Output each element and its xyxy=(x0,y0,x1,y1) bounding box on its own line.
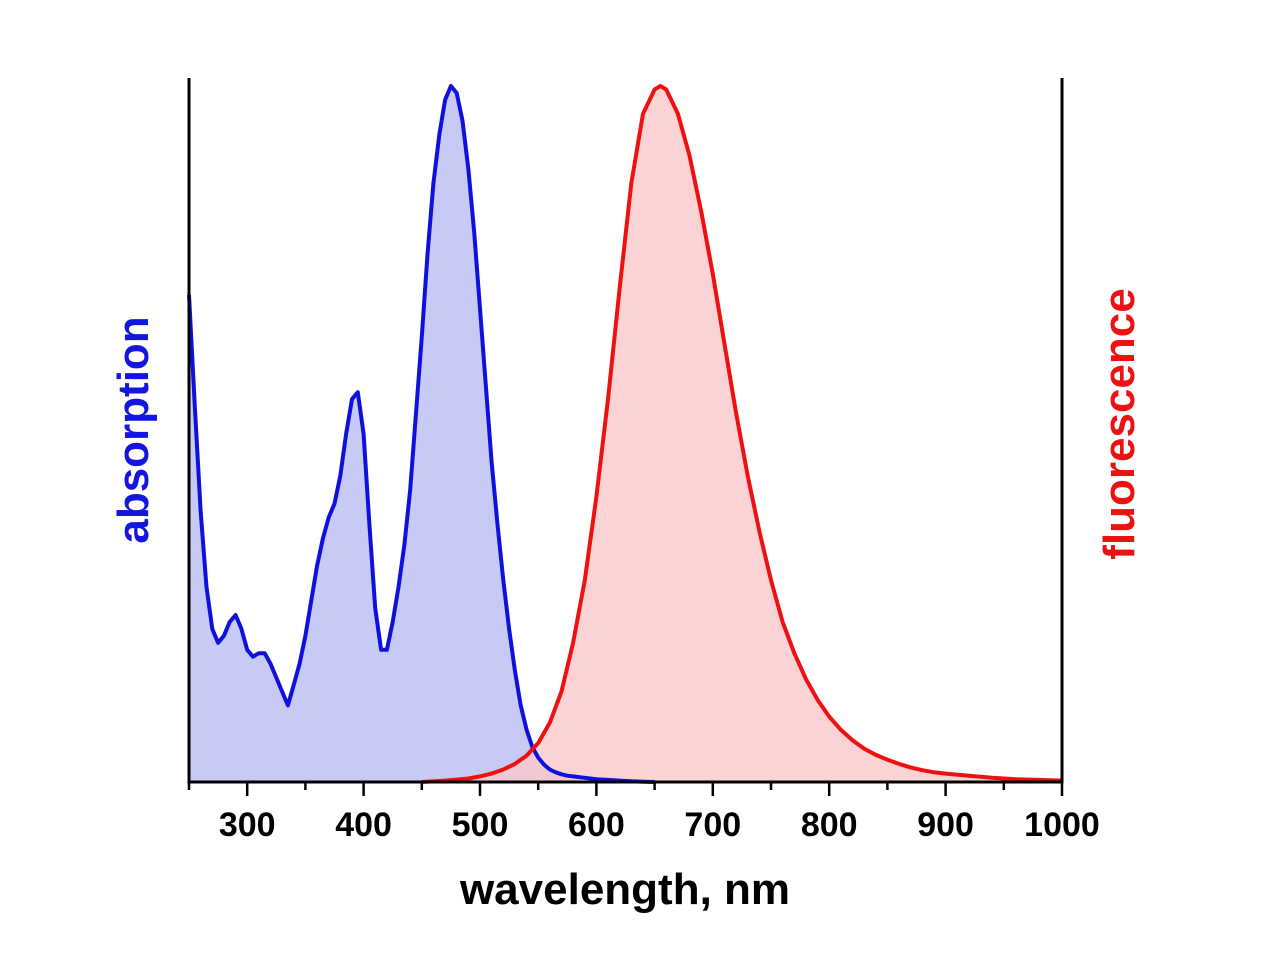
area-fills xyxy=(189,86,1062,782)
series-lines xyxy=(187,84,1063,784)
x-tick-label: 700 xyxy=(684,806,741,844)
fluorescence-area-fill xyxy=(421,86,1062,782)
absorption-area-fill xyxy=(189,86,655,782)
x-tick-label: 400 xyxy=(335,806,392,844)
x-tick-label: 900 xyxy=(917,806,974,844)
x-tick-label: 500 xyxy=(452,806,509,844)
x-tick-label: 800 xyxy=(801,806,858,844)
x-tick-label: 300 xyxy=(219,806,276,844)
x-tick-label: 600 xyxy=(568,806,625,844)
absorption-series-line xyxy=(187,84,655,784)
x-axis-title: wavelength, nm xyxy=(459,865,790,914)
axes xyxy=(187,78,1064,784)
fluorescence-series-line xyxy=(421,84,1063,784)
x-tick-label: 1000 xyxy=(1024,806,1100,844)
y-axis-title-right: fluorescence xyxy=(1095,288,1144,559)
y-axis-title-left: absorption xyxy=(109,316,158,543)
x-axis-ticks: 300 400 500 600 700 800 900 1000 xyxy=(187,782,1100,844)
